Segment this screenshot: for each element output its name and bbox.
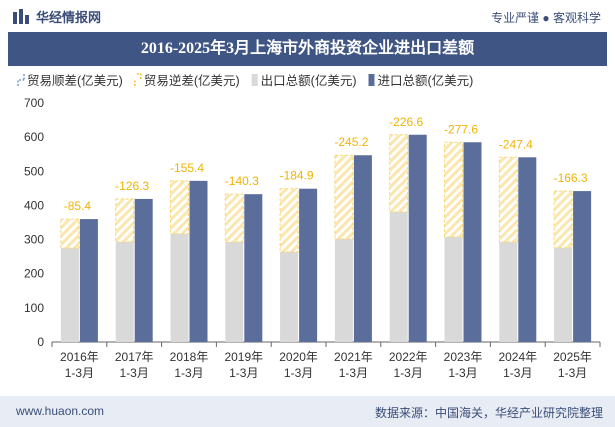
y-tick-label: 400	[24, 198, 44, 212]
y-tick-label: 600	[24, 130, 44, 144]
import-bar	[573, 191, 592, 342]
deficit-data-label: -155.4	[170, 161, 204, 175]
legend-label: 贸易顺差(亿美元)	[27, 73, 123, 88]
deficit-bar	[60, 218, 80, 249]
export-bar	[170, 233, 189, 342]
deficit-bar	[224, 193, 244, 243]
y-tick-label: 500	[24, 164, 44, 178]
deficit-bar	[498, 156, 518, 243]
import-bar	[134, 198, 153, 342]
x-tick-label: 2018年	[170, 350, 209, 364]
x-tick-label: 1-3月	[503, 366, 532, 380]
export-bar	[280, 251, 299, 342]
deficit-bar	[115, 198, 135, 243]
export-bar	[444, 236, 463, 342]
y-tick-label: 100	[24, 301, 44, 315]
export-bar	[225, 241, 244, 342]
deficit-data-label: -140.3	[225, 174, 259, 188]
import-bar	[408, 134, 427, 342]
import-bar	[189, 180, 208, 342]
legend-swatch-import	[368, 74, 375, 86]
import-bar	[79, 219, 98, 342]
bars	[60, 134, 592, 342]
y-tick-label: 300	[24, 233, 44, 247]
x-tick-label: 1-3月	[558, 366, 587, 380]
x-tick-label: 1-3月	[174, 366, 203, 380]
y-tick-label: 700	[24, 96, 44, 110]
x-tick-label: 2022年	[389, 350, 428, 364]
data-labels: -85.4 2016年 1-3月 -126.3 2017年 1-3月 -155.4 2018年…	[60, 115, 592, 380]
x-tick-label: 2024年	[498, 350, 537, 364]
deficit-bar	[279, 188, 299, 253]
legend-swatch-deficit	[134, 73, 142, 86]
x-tick-label: 1-3月	[394, 366, 423, 380]
y-tick-label: 200	[24, 267, 44, 281]
footer-website-link[interactable]: www.huaon.com	[16, 404, 105, 418]
legend-label: 进口总额(亿美元)	[377, 73, 473, 88]
x-tick-label: 1-3月	[65, 366, 94, 380]
legend-swatch-surplus	[17, 79, 24, 86]
chart: 贸易顺差(亿美元) 贸易逆差(亿美元) 出口总额(亿美元) 进口总额(亿美元) 0 10…	[17, 73, 601, 380]
deficit-data-label: -277.6	[444, 122, 478, 136]
legend-label: 出口总额(亿美元)	[261, 73, 357, 88]
title-bar: 2016-2025年3月上海市外商投资企业进出口差额	[8, 32, 607, 66]
brand[interactable]: 华经情报网	[12, 7, 101, 26]
deficit-data-label: -247.4	[499, 137, 533, 151]
legend-label: 贸易逆差(亿美元)	[144, 73, 240, 88]
x-tick-label: 2019年	[224, 350, 263, 364]
import-bar	[353, 155, 372, 342]
import-bar	[244, 194, 263, 342]
deficit-data-label: -184.9	[280, 169, 314, 183]
y-tick-label: 0	[37, 335, 44, 349]
deficit-data-label: -85.4	[64, 199, 92, 213]
x-tick-label: 1-3月	[229, 366, 258, 380]
footer-source: 数据来源：中国海关，华经产业研究院整理	[374, 406, 603, 420]
deficit-bar	[170, 180, 189, 235]
deficit-bar	[444, 141, 463, 238]
x-tick-label: 2023年	[444, 350, 483, 364]
export-bar	[499, 241, 518, 342]
deficit-bar	[389, 134, 409, 213]
x-tick-label: 1-3月	[448, 366, 477, 380]
deficit-data-label: -166.3	[554, 171, 588, 185]
export-bar	[60, 248, 79, 342]
import-bar	[299, 188, 318, 342]
deficit-bar	[553, 190, 573, 249]
legend-swatch-export	[251, 74, 258, 86]
export-bar	[115, 241, 134, 342]
import-bar	[463, 142, 482, 342]
x-tick-label: 2025年	[553, 350, 592, 364]
brand-name: 华经情报网	[36, 10, 102, 25]
x-tick-label: 1-3月	[339, 366, 368, 380]
deficit-bar	[334, 154, 354, 240]
deficit-data-label: -245.2	[334, 135, 368, 149]
import-bar	[518, 157, 537, 342]
tagline: 专业严谨 ● 客观科学	[491, 11, 601, 25]
chart-title: 2016-2025年3月上海市外商投资企业进出口差额	[140, 40, 475, 57]
export-bar	[389, 211, 408, 342]
deficit-data-label: -226.6	[389, 115, 423, 129]
x-tick-label: 2020年	[279, 350, 318, 364]
x-tick-label: 2017年	[115, 350, 154, 364]
x-tick-label: 2021年	[334, 350, 373, 364]
top-bar: 华经情报网 专业严谨 ● 客观科学	[0, 0, 615, 32]
x-tick-label: 1-3月	[284, 366, 313, 380]
export-bar	[554, 247, 573, 342]
brand-logo-icon	[13, 8, 29, 24]
deficit-data-label: -126.3	[115, 179, 149, 193]
legend: 贸易顺差(亿美元) 贸易逆差(亿美元) 出口总额(亿美元) 进口总额(亿美元)	[17, 73, 473, 88]
x-tick-label: 1-3月	[120, 366, 149, 380]
footer: www.huaon.com 数据来源：中国海关，华经产业研究院整理	[0, 396, 615, 427]
export-bar	[334, 238, 353, 342]
x-tick-label: 2016年	[60, 350, 99, 364]
axes: 0 100 200 300 400 500 600 700	[24, 96, 601, 349]
